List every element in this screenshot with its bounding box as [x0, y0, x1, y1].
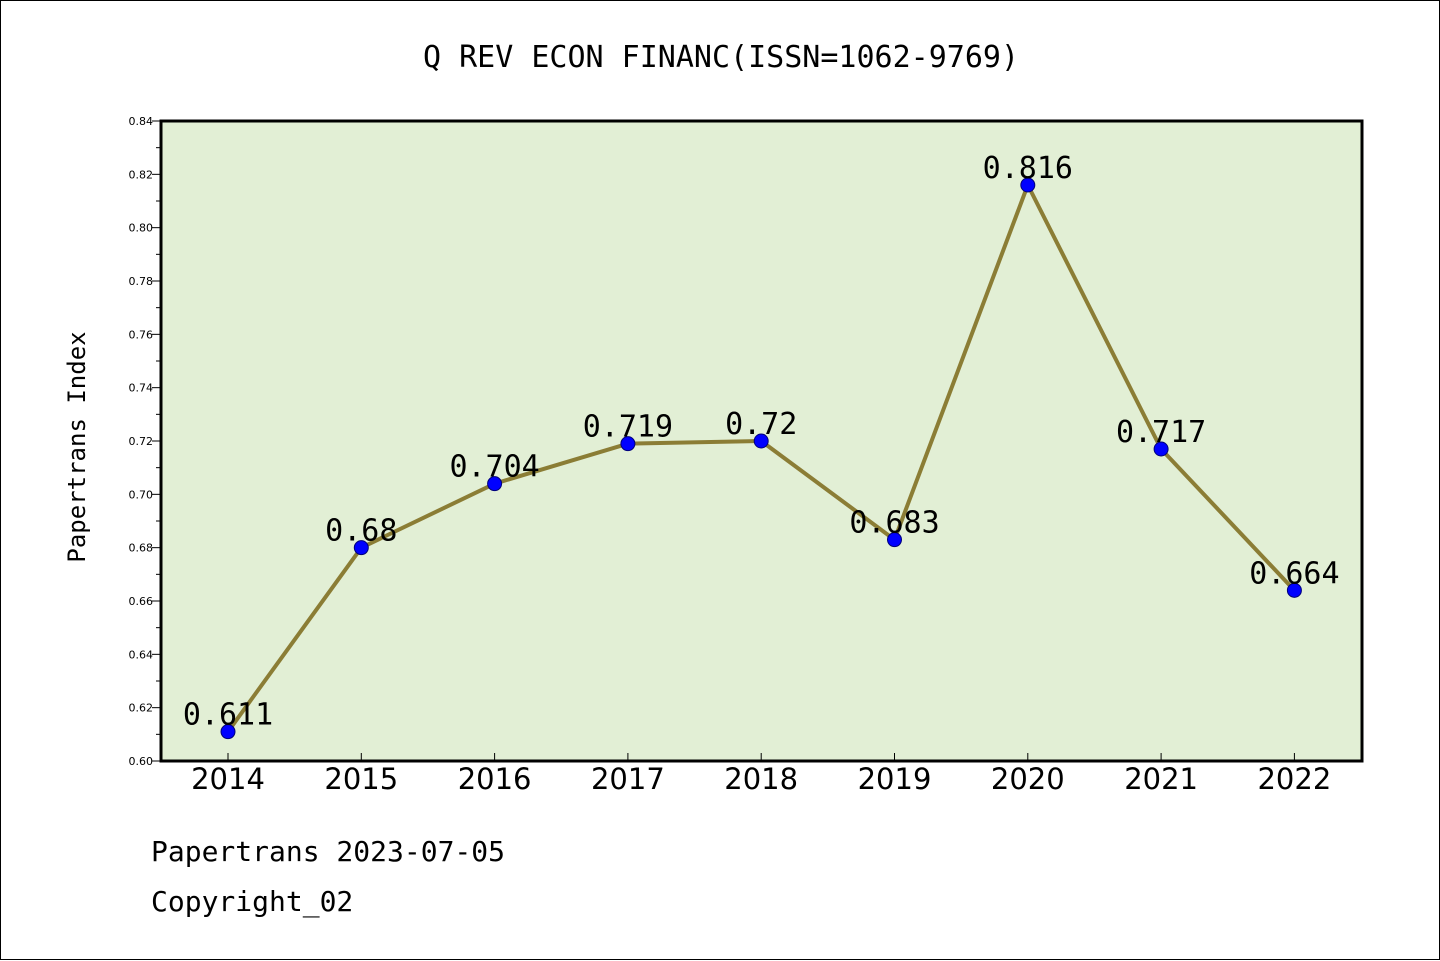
y-tick-label: 0.68	[129, 542, 154, 555]
y-axis: 0.60 0.62 0.64 0.66 0.68 0.70 0.72 0.74 0.76 0.78…	[129, 115, 161, 768]
x-tick-label: 2014	[191, 762, 265, 796]
x-axis: 2014 2015 2016 2017 2018 2019 2020 2021 2022	[191, 753, 1331, 796]
data-label: 0.72	[725, 407, 797, 442]
y-tick-label: 0.80	[129, 222, 154, 235]
data-label: 0.68	[325, 514, 397, 549]
y-tick-label: 0.62	[129, 702, 154, 715]
x-tick-label: 2019	[858, 762, 932, 796]
data-label: 0.704	[449, 450, 539, 485]
data-point	[753, 433, 769, 449]
data-point	[620, 436, 636, 452]
data-point	[887, 532, 902, 548]
x-tick-label: 2021	[1124, 762, 1198, 796]
y-tick-label: 0.64	[129, 648, 154, 661]
x-tick-label: 2016	[458, 762, 532, 796]
y-tick-label: 0.76	[129, 328, 154, 341]
plot-frame	[159, 119, 1364, 763]
x-tick-label: 2022	[1257, 762, 1331, 796]
data-point	[1020, 177, 1036, 193]
data-point	[1286, 582, 1302, 598]
data-point	[487, 476, 503, 492]
series-layer: 0.611 0.68 0.704 0.719 0.72 0.683 0.816 0.717 0.…	[183, 151, 1340, 740]
data-label: 0.816	[983, 151, 1073, 186]
y-tick-label: 0.84	[129, 115, 154, 128]
y-tick-label: 0.70	[129, 488, 154, 501]
copyright-note: Copyright_02	[151, 885, 354, 918]
x-tick-label: 2017	[591, 762, 665, 796]
data-point	[1153, 441, 1169, 457]
data-label: 0.717	[1116, 415, 1206, 450]
x-tick-label: 2015	[324, 762, 398, 796]
y-tick-label: 0.60	[129, 755, 154, 768]
y-tick-label: 0.66	[129, 595, 154, 608]
y-axis-label: Papertrans Index	[63, 331, 91, 562]
data-label: 0.719	[583, 410, 673, 445]
data-label: 0.683	[849, 506, 939, 541]
y-tick-label: 0.74	[129, 382, 154, 395]
data-point	[353, 540, 369, 556]
chart-title: Q REV ECON FINANC(ISSN=1062-9769)	[423, 40, 1019, 75]
y-tick-label: 0.72	[129, 435, 154, 448]
data-label: 0.664	[1249, 556, 1339, 591]
data-point	[220, 724, 236, 740]
data-label: 0.611	[183, 698, 273, 733]
y-tick-label: 0.78	[129, 275, 154, 288]
y-tick-label: 0.82	[129, 168, 154, 181]
source-note: Papertrans 2023-07-05	[151, 835, 506, 868]
x-tick-label: 2018	[724, 762, 798, 796]
x-tick-label: 2020	[991, 762, 1065, 796]
